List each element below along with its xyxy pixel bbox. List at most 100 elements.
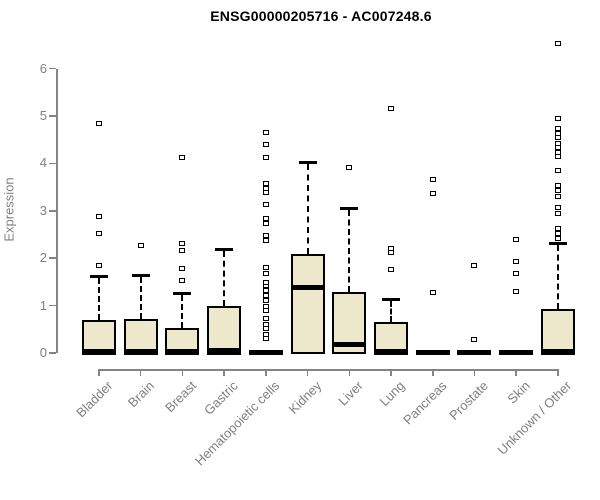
outlier-point — [513, 259, 520, 265]
median-line — [82, 348, 116, 354]
whisker-line — [306, 164, 309, 255]
outlier-point — [262, 238, 269, 244]
outlier-point — [554, 194, 561, 200]
whisker-line — [223, 250, 226, 307]
outlier-point — [96, 121, 102, 127]
outlier-point — [262, 190, 269, 196]
outlier-point — [429, 177, 436, 183]
y-axis-tick — [49, 67, 56, 70]
median-line — [290, 285, 325, 291]
outlier-point — [262, 336, 269, 342]
outlier-point — [262, 316, 269, 322]
outlier-point — [554, 116, 561, 122]
median-line — [165, 348, 200, 354]
median-line — [499, 349, 534, 355]
median-line — [248, 349, 283, 355]
box-kidney — [290, 254, 325, 355]
whisker-line — [98, 277, 100, 320]
x-axis-tick — [557, 369, 559, 376]
outlier-point — [388, 266, 395, 272]
whisker-line — [390, 301, 393, 322]
x-tick-label: Brain — [125, 378, 158, 411]
median-line — [207, 348, 242, 354]
outlier-point — [96, 263, 102, 269]
outlier-point — [179, 277, 186, 283]
outlier-point — [554, 205, 561, 211]
outlier-point — [513, 237, 520, 243]
x-axis-tick — [139, 369, 142, 376]
outlier-point — [262, 288, 269, 294]
x-axis-tick — [515, 369, 517, 376]
outlier-point — [554, 210, 561, 216]
x-axis-tick — [265, 369, 267, 376]
outlier-point — [471, 263, 478, 269]
outlier-point — [554, 231, 561, 237]
median-line — [332, 341, 367, 347]
outlier-point — [513, 289, 520, 295]
x-axis-tick — [473, 369, 476, 376]
median-line — [374, 348, 409, 354]
outlier-point — [262, 202, 269, 208]
x-axis-tick — [432, 369, 434, 376]
box-gastric — [207, 306, 242, 355]
outlier-point — [262, 271, 269, 277]
outlier-point — [513, 271, 520, 277]
whisker-line — [181, 294, 184, 328]
outlier-point — [262, 233, 269, 239]
y-axis-tick — [49, 115, 56, 117]
outlier-point — [471, 336, 478, 342]
y-tick-label: 6 — [39, 60, 47, 76]
x-axis-tick — [98, 369, 100, 376]
outlier-point — [262, 186, 269, 192]
outlier-point — [554, 145, 561, 151]
outlier-point — [179, 248, 186, 254]
outlier-point — [262, 181, 269, 187]
y-tick-label: 1 — [39, 297, 47, 313]
whisker-cap — [340, 207, 359, 211]
x-axis-tick — [348, 369, 351, 376]
whisker-cap — [173, 291, 192, 295]
x-tick-label: Lung — [376, 378, 408, 410]
outlier-point — [96, 213, 102, 219]
whisker-cap — [382, 298, 401, 302]
whisker-cap — [548, 241, 567, 245]
outlier-point — [262, 265, 269, 271]
outlier-point — [262, 280, 269, 286]
outlier-point — [554, 183, 561, 189]
outlier-point — [96, 231, 102, 237]
x-axis-tick — [181, 369, 184, 376]
outlier-point — [429, 191, 436, 197]
median-line — [540, 348, 575, 354]
whisker-line — [556, 244, 559, 309]
outlier-point — [429, 290, 436, 296]
x-tick-label: Liver — [335, 378, 366, 409]
x-axis-tick — [306, 369, 309, 376]
y-axis-tick — [49, 304, 56, 307]
outlier-point — [554, 140, 561, 146]
outlier-point — [262, 321, 269, 327]
median-line — [457, 349, 492, 355]
y-tick-label: 3 — [39, 202, 47, 218]
chart-title: ENSG00000205716 - AC007248.6 — [210, 8, 432, 24]
box-unknown-other — [540, 308, 575, 355]
x-tick-label: Prostate — [446, 378, 492, 423]
x-tick-label: Kidney — [285, 378, 325, 417]
outlier-point — [388, 250, 395, 256]
outlier-point — [262, 221, 269, 227]
y-tick-label: 4 — [39, 155, 47, 171]
outlier-point — [262, 141, 269, 147]
outlier-point — [554, 150, 561, 156]
whisker-cap — [90, 274, 108, 278]
y-tick-label: 2 — [39, 250, 47, 266]
outlier-point — [179, 266, 186, 272]
y-axis-tick — [49, 352, 56, 354]
whisker-cap — [131, 274, 150, 278]
outlier-point — [262, 216, 269, 222]
outlier-point — [554, 135, 561, 141]
outlier-point — [262, 331, 269, 337]
outlier-point — [554, 235, 561, 241]
x-tick-label: Pancreas — [399, 378, 450, 428]
outlier-point — [554, 187, 561, 193]
